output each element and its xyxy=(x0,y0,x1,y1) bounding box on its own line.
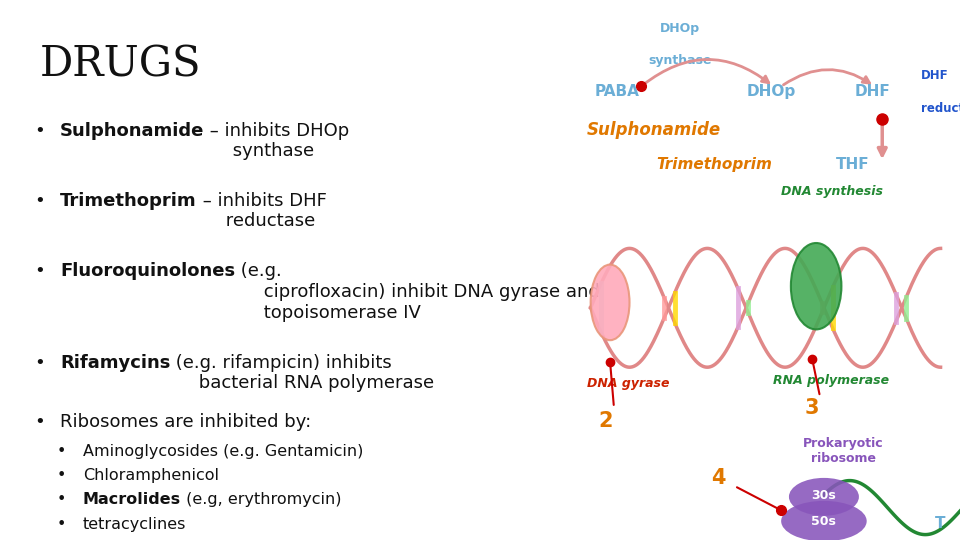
Text: Fluoroquinolones: Fluoroquinolones xyxy=(60,262,235,280)
Text: DRUGS: DRUGS xyxy=(40,43,202,85)
Text: RNA polymerase: RNA polymerase xyxy=(774,374,890,387)
Text: •: • xyxy=(35,192,45,210)
Ellipse shape xyxy=(789,478,859,516)
Text: 2: 2 xyxy=(598,411,612,431)
Text: •: • xyxy=(58,517,66,532)
Text: Trimethoprim: Trimethoprim xyxy=(60,192,197,210)
Text: Sulphonamide: Sulphonamide xyxy=(587,120,721,139)
Text: Ribosomes are inhibited by:: Ribosomes are inhibited by: xyxy=(60,413,311,431)
Text: Prokaryotic
ribosome: Prokaryotic ribosome xyxy=(804,437,883,465)
Text: synthase: synthase xyxy=(648,54,711,67)
Text: T: T xyxy=(935,516,946,531)
Text: THF: THF xyxy=(835,157,869,172)
Text: – inhibits DHF
     reductase: – inhibits DHF reductase xyxy=(197,192,326,231)
Text: •: • xyxy=(35,262,45,280)
Text: •: • xyxy=(35,122,45,139)
Text: Aminoglycosides (e.g. Gentamicin): Aminoglycosides (e.g. Gentamicin) xyxy=(83,444,363,459)
Text: 3: 3 xyxy=(804,397,819,418)
Text: PABA: PABA xyxy=(594,84,639,99)
Text: •: • xyxy=(58,468,66,483)
Text: •: • xyxy=(58,444,66,459)
Ellipse shape xyxy=(781,501,867,540)
Text: Rifamycins: Rifamycins xyxy=(60,354,170,372)
Text: DNA gyrase: DNA gyrase xyxy=(587,377,669,390)
Text: 30s: 30s xyxy=(811,489,836,502)
Text: (e.g. rifampicin) inhibits
     bacterial RNA polymerase: (e.g. rifampicin) inhibits bacterial RNA… xyxy=(170,354,435,393)
Text: (e.g.
     ciprofloxacin) inhibit DNA gyrase and
     topoisomerase IV: (e.g. ciprofloxacin) inhibit DNA gyrase … xyxy=(235,262,600,321)
Text: DHF: DHF xyxy=(922,69,948,82)
Text: DNA synthesis: DNA synthesis xyxy=(781,185,883,198)
Text: DHF: DHF xyxy=(855,84,891,99)
Ellipse shape xyxy=(590,265,630,340)
Text: (e.g, erythromycin): (e.g, erythromycin) xyxy=(180,492,342,508)
Text: Sulphonamide: Sulphonamide xyxy=(60,122,204,139)
Text: •: • xyxy=(35,354,45,372)
Text: tetracyclines: tetracyclines xyxy=(83,517,186,532)
Text: 4: 4 xyxy=(711,468,726,488)
Ellipse shape xyxy=(791,243,841,329)
Text: DHOp: DHOp xyxy=(746,84,796,99)
Text: Trimethoprim: Trimethoprim xyxy=(657,157,773,172)
Text: •: • xyxy=(35,413,45,431)
Text: DHOp: DHOp xyxy=(660,22,700,35)
Text: •: • xyxy=(58,492,66,508)
Text: Chloramphenicol: Chloramphenicol xyxy=(83,468,219,483)
Text: reductase: reductase xyxy=(922,102,960,114)
Text: 50s: 50s xyxy=(811,515,836,528)
Text: Macrolides: Macrolides xyxy=(83,492,180,508)
Text: – inhibits DHOp
     synthase: – inhibits DHOp synthase xyxy=(204,122,349,160)
